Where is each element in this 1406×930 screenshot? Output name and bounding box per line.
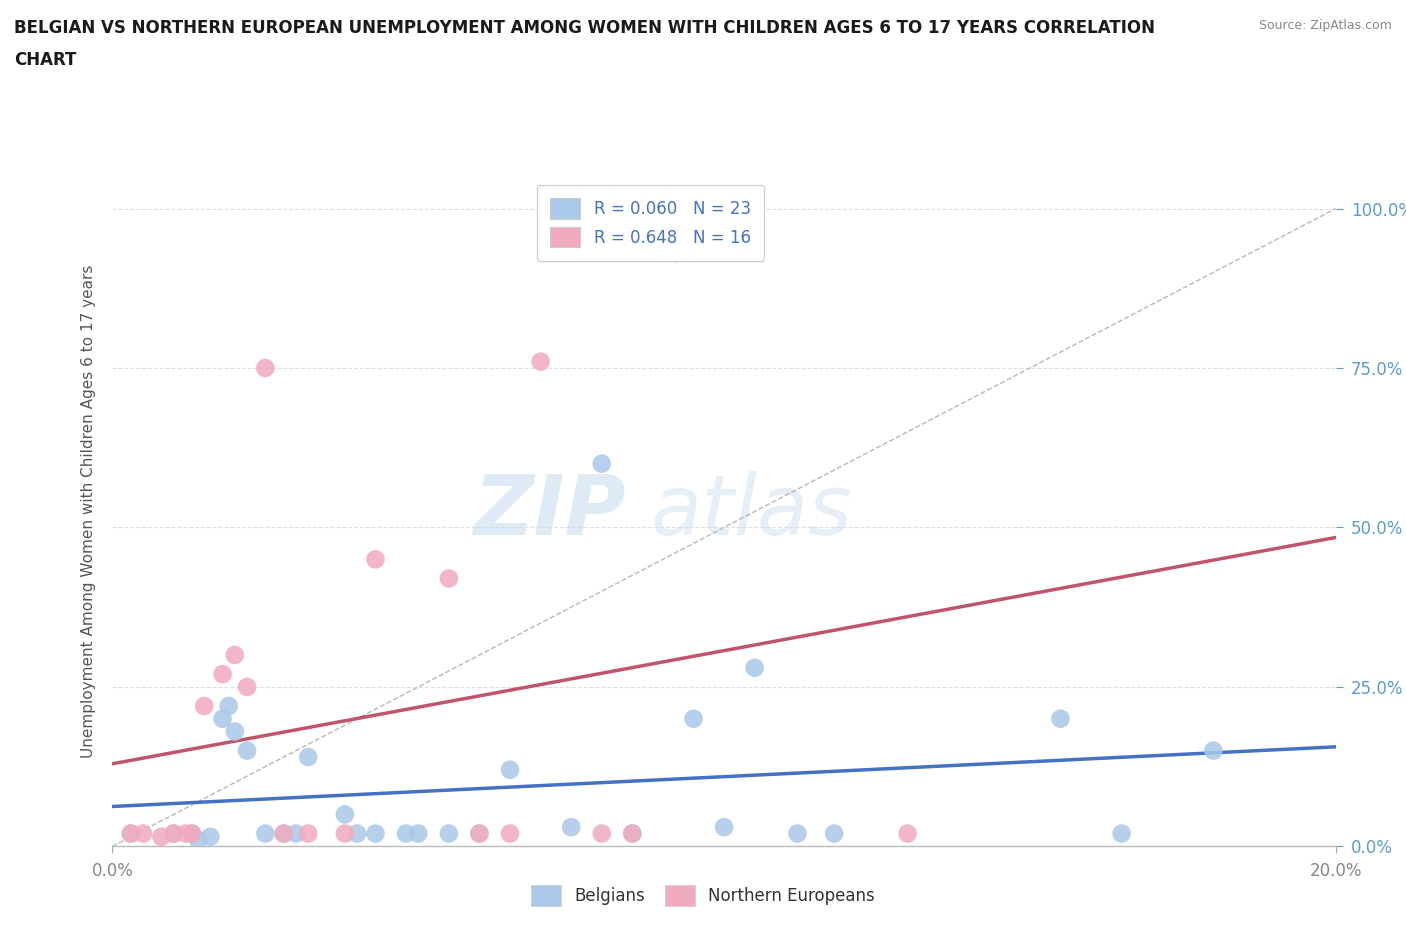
Point [254, 361, 277, 376]
Point [713, 819, 735, 834]
Legend: R = 0.060   N = 23, R = 0.648   N = 16: R = 0.060 N = 23, R = 0.648 N = 16 [537, 185, 765, 260]
Point [181, 826, 204, 841]
Point [786, 826, 808, 841]
Point [664, 246, 686, 260]
Point [591, 457, 613, 472]
Point [181, 826, 204, 841]
Point [682, 711, 704, 726]
Point [437, 571, 460, 586]
Point [1049, 711, 1071, 726]
Point [591, 826, 613, 841]
Text: CHART: CHART [14, 51, 76, 69]
Point [333, 807, 356, 822]
Point [224, 724, 246, 739]
Point [499, 763, 522, 777]
Y-axis label: Unemployment Among Women with Children Ages 6 to 17 years: Unemployment Among Women with Children A… [80, 265, 96, 758]
Point [150, 830, 173, 844]
Text: ZIP: ZIP [474, 471, 626, 552]
Point [211, 667, 233, 682]
Point [621, 826, 644, 841]
Point [284, 826, 308, 841]
Point [254, 826, 277, 841]
Point [823, 826, 845, 841]
Point [395, 826, 418, 841]
Text: Source: ZipAtlas.com: Source: ZipAtlas.com [1258, 19, 1392, 32]
Point [163, 826, 186, 841]
Point [236, 680, 259, 695]
Point [297, 750, 319, 764]
Text: atlas: atlas [651, 471, 852, 552]
Point [218, 698, 240, 713]
Point [211, 711, 233, 726]
Point [744, 660, 766, 675]
Point [1202, 743, 1225, 758]
Point [187, 832, 209, 847]
Point [163, 826, 186, 841]
Point [560, 819, 582, 834]
Point [364, 551, 387, 566]
Point [346, 826, 368, 841]
Point [364, 826, 387, 841]
Point [120, 826, 142, 841]
Point [530, 354, 553, 369]
Point [174, 826, 197, 841]
Point [236, 743, 259, 758]
Point [897, 826, 920, 841]
Point [120, 826, 142, 841]
Point [297, 826, 319, 841]
Point [273, 826, 295, 841]
Text: BELGIAN VS NORTHERN EUROPEAN UNEMPLOYMENT AMONG WOMEN WITH CHILDREN AGES 6 TO 17: BELGIAN VS NORTHERN EUROPEAN UNEMPLOYMEN… [14, 19, 1156, 36]
Point [437, 826, 460, 841]
Point [1111, 826, 1133, 841]
Point [621, 826, 644, 841]
Point [273, 826, 295, 841]
Legend: Belgians, Northern Europeans: Belgians, Northern Europeans [524, 879, 882, 912]
Point [468, 826, 491, 841]
Point [408, 826, 430, 841]
Point [468, 826, 491, 841]
Point [224, 647, 246, 662]
Point [200, 830, 222, 844]
Point [333, 826, 356, 841]
Point [193, 698, 215, 713]
Point [132, 826, 155, 841]
Point [499, 826, 522, 841]
